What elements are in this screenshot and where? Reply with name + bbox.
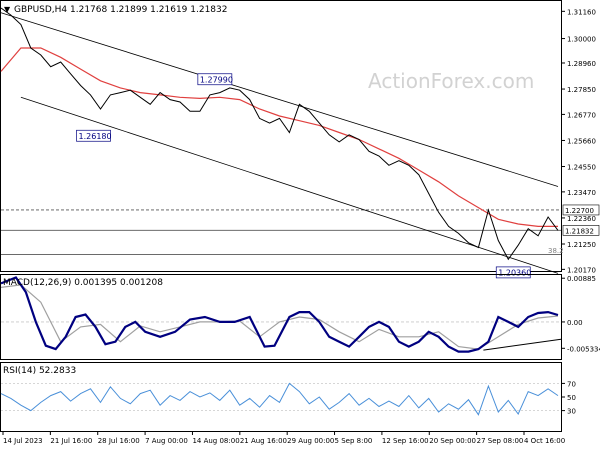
x-axis: 14 Jul 2023 21 Jul 16:00 28 Jul 16:00 7 Aug… xyxy=(2,431,565,445)
x-tick-label: 7 Aug 00:00 xyxy=(145,437,188,445)
x-tick-label: 29 Aug 00:00 xyxy=(287,437,334,445)
y-tick-label: 1.21250 xyxy=(567,241,596,249)
rsi-panel-title: RSI(14) 52.2833 xyxy=(3,366,76,376)
price-panel-frame xyxy=(0,0,562,272)
y-tick-label: 30 xyxy=(567,408,576,416)
y-tick-label: 1.22360 xyxy=(567,215,596,223)
y-tick-label: 1.25660 xyxy=(567,137,596,145)
y-tick-label: 1.30000 xyxy=(567,36,596,44)
x-tick-label: 27 Sep 08:00 xyxy=(477,437,524,445)
x-tick-label: 14 Jul 2023 xyxy=(3,437,43,445)
y-tick-label: 1.31160 xyxy=(567,8,596,16)
y-tick-label: -0.005334 xyxy=(567,345,600,353)
x-tick-label: 21 Aug 16:00 xyxy=(240,437,287,445)
moving-average-line xyxy=(0,47,558,227)
x-tick-label: 5 Sep 8:00 xyxy=(335,437,373,445)
y-tick-label: 1.27850 xyxy=(567,86,596,94)
macd-panel: MACD(12,26,9) 0.001395 0.001208 xyxy=(0,274,562,360)
channel-line xyxy=(0,12,559,187)
price-badge-label: 1.21832 xyxy=(565,227,594,235)
y-tick-label: 1.26770 xyxy=(567,111,596,119)
price-badge-box xyxy=(562,204,600,216)
watermark: ActionForex.com xyxy=(368,69,534,93)
y-tick-label: 70 xyxy=(567,380,576,388)
y-tick-label: 1.20170 xyxy=(567,266,596,274)
price-annotation-box xyxy=(495,266,531,279)
rsi-line xyxy=(0,382,559,416)
x-tick-label: 4 Oct 16:00 xyxy=(524,437,565,445)
price-annotation-box xyxy=(197,73,233,86)
macd-trend-line xyxy=(483,338,562,351)
price-panel: 1.27990 1.26180 1.20360 ▼ GBPUSD,H4 1.2176… xyxy=(0,0,564,279)
price-badge-label: 1.22700 xyxy=(565,207,594,215)
price-annotation-label: 1.27990 xyxy=(200,75,233,84)
price-reference-lines xyxy=(1,209,561,255)
rsi-grid xyxy=(1,382,561,412)
price-badge-box xyxy=(562,225,600,236)
price-line xyxy=(0,7,559,261)
y-tick-label: 0.00 xyxy=(567,319,583,327)
channel-line xyxy=(20,96,559,274)
macd-line xyxy=(0,276,559,353)
macd-panel-title: MACD(12,26,9) 0.001395 0.001208 xyxy=(3,278,163,288)
rsi-panel: RSI(14) 52.2833 xyxy=(0,362,562,432)
x-tick-label: 28 Jul 16:00 xyxy=(98,437,140,445)
y-tick-label: 1.28960 xyxy=(567,60,596,68)
y-tick-label: 0.00885 xyxy=(567,275,596,283)
x-tick-label: 12 Sep 16:00 xyxy=(382,437,429,445)
x-tick-label: 21 Jul 16:00 xyxy=(50,437,92,445)
symbol-triangle-icon: ▼ xyxy=(4,5,11,14)
y-axes: 1.31160 1.30000 1.28960 1.27850 1.26770 1.256… xyxy=(561,8,600,416)
fib-level-note: 38.2 xyxy=(548,247,564,255)
price-panel-title: GBPUSD,H4 1.21768 1.21899 1.21619 1.2183… xyxy=(14,5,227,15)
x-tick-label: 14 Aug 08:00 xyxy=(192,437,239,445)
y-tick-label: 1.23470 xyxy=(567,189,596,197)
y-tick-label: 50 xyxy=(567,394,576,402)
macd-panel-frame xyxy=(0,274,562,360)
price-channel-lines xyxy=(0,12,559,274)
price-annotation-label: 1.26180 xyxy=(79,132,112,141)
y-tick-label: 1.24550 xyxy=(567,164,596,172)
price-annotation-box xyxy=(76,129,111,142)
price-annotation-label: 1.20360 xyxy=(498,268,531,277)
x-tick-label: 20 Sep 00:00 xyxy=(429,437,476,445)
price-annotations: 1.27990 1.26180 1.20360 xyxy=(76,73,531,279)
